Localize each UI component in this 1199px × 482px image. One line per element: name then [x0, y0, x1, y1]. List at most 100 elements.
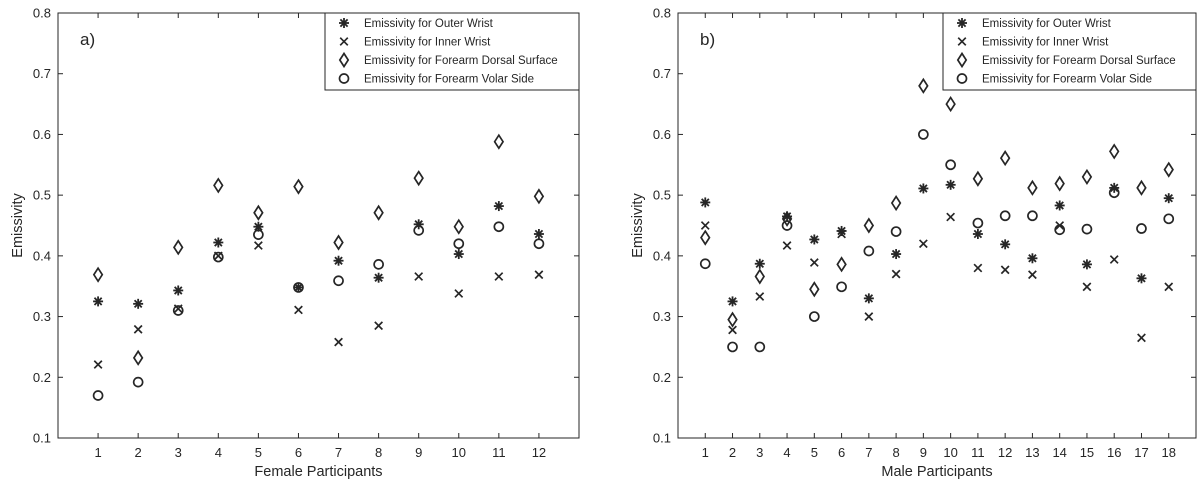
- data-point-cross: [1138, 334, 1146, 342]
- data-point-asterisk: [973, 229, 983, 239]
- data-point-asterisk: [173, 285, 183, 295]
- y-tick-label: 0.1: [653, 431, 671, 446]
- chart-panel-2: 0.10.20.30.40.50.60.70.81 2 3 4 5 6 7 8 9 10 11 12 1…: [630, 6, 1196, 481]
- y-tick-label: 0.8: [33, 6, 51, 21]
- data-point-circle: [837, 282, 846, 291]
- x-tick-label: 9: [415, 445, 422, 460]
- data-point-diamond: [1165, 163, 1173, 176]
- panel-label: b): [700, 30, 715, 49]
- x-tick-label: 6: [295, 445, 302, 460]
- data-point-diamond: [495, 135, 503, 148]
- data-point-asterisk: [494, 201, 504, 211]
- data-point-cross: [94, 361, 102, 369]
- data-point-circle: [494, 222, 503, 231]
- x-tick-label: 10: [452, 445, 466, 460]
- data-point-diamond: [1110, 145, 1118, 158]
- y-tick-label: 0.5: [33, 188, 51, 203]
- data-point-cross: [892, 270, 900, 278]
- data-point-circle: [534, 239, 543, 248]
- data-point-asterisk: [374, 273, 384, 283]
- data-point-diamond: [728, 313, 736, 326]
- x-tick-label: 6: [838, 445, 845, 460]
- x-tick-label: 8: [892, 445, 899, 460]
- series-2: [701, 213, 1172, 341]
- y-tick-label: 0.1: [33, 431, 51, 446]
- data-point-diamond: [701, 231, 709, 244]
- data-point-diamond: [94, 268, 102, 281]
- legend-marker-asterisk: [339, 18, 349, 28]
- data-point-diamond: [810, 283, 818, 296]
- data-point-cross: [756, 293, 764, 301]
- y-tick-label: 0.4: [653, 248, 671, 263]
- x-tick-label: 4: [783, 445, 790, 460]
- data-point-cross: [1083, 283, 1091, 291]
- data-point-cross: [1001, 266, 1009, 274]
- x-tick-label: 14: [1052, 445, 1066, 460]
- x-tick-label: 2: [729, 445, 736, 460]
- series-3: [701, 79, 1173, 326]
- data-point-asterisk: [334, 256, 344, 266]
- data-point-cross: [1110, 256, 1118, 264]
- data-point-diamond: [1055, 177, 1063, 190]
- data-point-diamond: [334, 236, 342, 249]
- data-point-circle: [1137, 224, 1146, 233]
- x-tick-label: 11: [971, 445, 985, 460]
- data-point-circle: [1082, 225, 1091, 234]
- data-point-cross: [295, 306, 303, 314]
- data-point-asterisk: [1055, 200, 1065, 210]
- legend-entry-label: Emissivity for Forearm Dorsal Surface: [982, 55, 1176, 67]
- data-point-diamond: [919, 79, 927, 92]
- data-point-cross: [920, 240, 928, 248]
- legend-entry-label: Emissivity for Inner Wrist: [364, 37, 491, 49]
- legend-entry-label: Emissivity for Outer Wrist: [982, 18, 1112, 30]
- series-4: [94, 222, 544, 400]
- data-point-diamond: [756, 270, 764, 283]
- data-point-asterisk: [93, 296, 103, 306]
- series-2: [94, 242, 542, 369]
- data-point-diamond: [1083, 170, 1091, 183]
- data-point-circle: [973, 219, 982, 228]
- x-axis-label: Female Participants: [254, 464, 382, 480]
- y-tick-label: 0.7: [653, 66, 671, 81]
- data-point-cross: [134, 326, 142, 334]
- x-tick-label: 17: [1134, 445, 1148, 460]
- legend-entry-label: Emissivity for Forearm Volar Side: [982, 74, 1152, 86]
- x-tick-label: 7: [865, 445, 872, 460]
- y-tick-label: 0.6: [33, 127, 51, 142]
- data-point-cross: [335, 338, 343, 346]
- x-tick-label: 5: [811, 445, 818, 460]
- data-point-circle: [174, 306, 183, 315]
- data-point-diamond: [1001, 152, 1009, 165]
- data-point-diamond: [174, 241, 182, 254]
- x-tick-label: 12: [532, 445, 546, 460]
- x-tick-label: 7: [335, 445, 342, 460]
- x-tick-label: 12: [998, 445, 1012, 460]
- data-point-diamond: [865, 219, 873, 232]
- data-point-circle: [1164, 214, 1173, 223]
- x-tick-label: 15: [1080, 445, 1094, 460]
- data-point-diamond: [455, 220, 463, 233]
- data-point-cross: [947, 213, 955, 221]
- y-tick-label: 0.8: [653, 6, 671, 21]
- data-point-circle: [864, 247, 873, 256]
- data-point-asterisk: [1027, 253, 1037, 263]
- data-point-asterisk: [918, 183, 928, 193]
- data-point-asterisk: [1082, 259, 1092, 269]
- data-point-asterisk: [1164, 193, 1174, 203]
- x-tick-label: 9: [920, 445, 927, 460]
- x-tick-label: 18: [1162, 445, 1176, 460]
- y-tick-label: 0.5: [653, 188, 671, 203]
- data-point-asterisk: [1000, 239, 1010, 249]
- data-point-diamond: [294, 180, 302, 193]
- data-point-circle: [755, 342, 764, 351]
- x-tick-label: 3: [175, 445, 182, 460]
- data-point-asterisk: [864, 293, 874, 303]
- x-tick-label: 8: [375, 445, 382, 460]
- data-point-diamond: [1028, 181, 1036, 194]
- data-point-circle: [946, 160, 955, 169]
- x-tick-label: 5: [255, 445, 262, 460]
- data-point-cross: [255, 242, 263, 250]
- data-point-cross: [535, 271, 543, 279]
- data-point-asterisk: [213, 238, 223, 248]
